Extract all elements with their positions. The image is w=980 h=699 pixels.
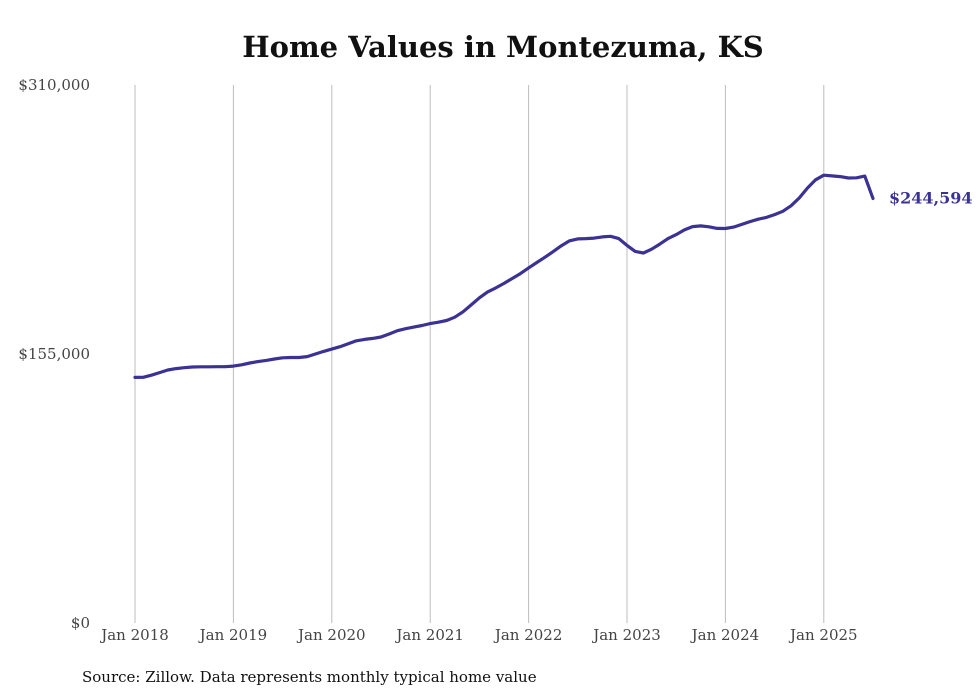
x-tick-label: Jan 2019	[198, 626, 268, 644]
x-tick-label: Jan 2022	[493, 626, 563, 644]
series-line	[133, 173, 875, 379]
chart-title: Home Values in Montezuma, KS	[242, 30, 764, 64]
source-note: Source: Zillow. Data represents monthly …	[82, 668, 537, 686]
x-tick-label: Jan 2025	[788, 626, 858, 644]
end-label-layer: $244,594	[889, 189, 973, 208]
end-value-label: $244,594	[889, 189, 973, 208]
x-tick-label: Jan 2020	[296, 626, 366, 644]
y-tick-label: $0	[71, 614, 90, 632]
x-tick-label: Jan 2023	[591, 626, 661, 644]
x-axis-ticks: Jan 2018 Jan 2019 Jan 2020 Jan 2021 Jan 2022…	[99, 626, 857, 644]
series-layer	[133, 173, 875, 379]
y-tick-label: $155,000	[18, 345, 90, 363]
x-tick-label: Jan 2018	[99, 626, 169, 644]
y-tick-label: $310,000	[18, 76, 90, 94]
x-tick-label: Jan 2021	[394, 626, 464, 644]
x-tick-label: Jan 2024	[690, 626, 760, 644]
grid-lines	[134, 85, 825, 623]
y-axis-ticks: $0 $155,000 $310,000	[18, 76, 90, 632]
